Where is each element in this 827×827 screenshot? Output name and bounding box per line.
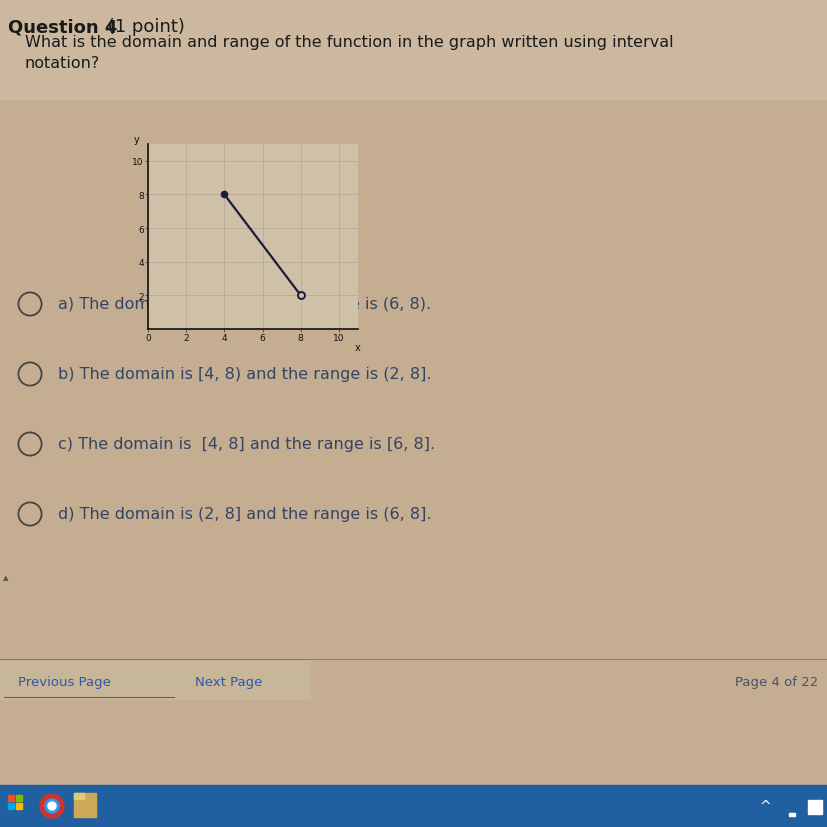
Text: Previous Page: Previous Page (18, 676, 111, 689)
Bar (807, 800, 821, 814)
Bar (0, 662, 309, 699)
Text: (1 point): (1 point) (102, 18, 184, 36)
Bar (0, 0, 827, 100)
Circle shape (48, 802, 56, 810)
Bar (788, 813, 794, 816)
Bar (782, 800, 800, 814)
Text: d) The domain is (2, 8] and the range is (6, 8].: d) The domain is (2, 8] and the range is… (58, 507, 431, 522)
Bar (0, 785, 827, 827)
Bar (16, 795, 22, 801)
Text: Next Page: Next Page (195, 676, 262, 689)
Circle shape (40, 794, 64, 818)
Text: Question 4: Question 4 (8, 18, 117, 36)
Text: ^: ^ (759, 799, 771, 813)
Text: b) The domain is [4, 8) and the range is (2, 8].: b) The domain is [4, 8) and the range is… (58, 367, 431, 382)
Text: a) The domain is (4, 8) and the range is (6, 8).: a) The domain is (4, 8) and the range is… (58, 297, 431, 312)
Text: ▴: ▴ (3, 572, 8, 582)
Text: x: x (355, 343, 361, 353)
Text: Page 4 of 22: Page 4 of 22 (734, 676, 817, 689)
Bar (74, 793, 84, 799)
Circle shape (45, 799, 59, 813)
Text: y: y (133, 135, 139, 145)
Text: c) The domain is  [4, 8] and the range is [6, 8].: c) The domain is [4, 8] and the range is… (58, 437, 435, 452)
Bar (8, 803, 14, 809)
Text: What is the domain and range of the function in the graph written using interval: What is the domain and range of the func… (25, 35, 673, 71)
Bar (16, 803, 22, 809)
Bar (8, 795, 14, 801)
Bar (74, 793, 96, 817)
